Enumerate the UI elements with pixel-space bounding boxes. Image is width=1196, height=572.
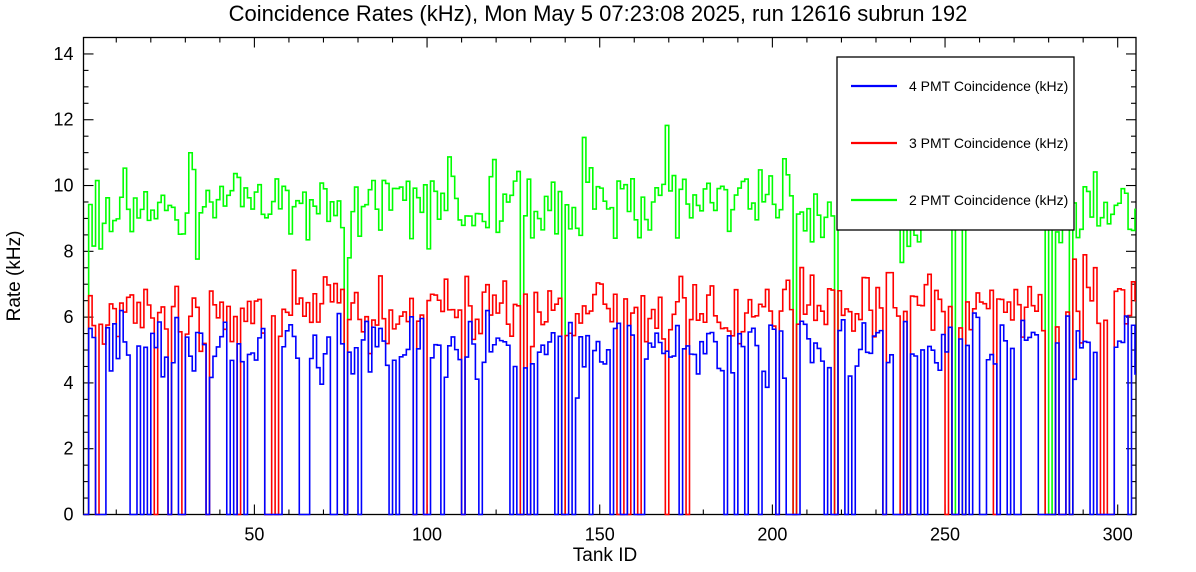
svg-text:300: 300 bbox=[1103, 525, 1133, 545]
svg-text:200: 200 bbox=[757, 525, 787, 545]
svg-text:4 PMT Coincidence (kHz): 4 PMT Coincidence (kHz) bbox=[909, 78, 1068, 94]
svg-text:Tank ID: Tank ID bbox=[573, 545, 637, 566]
svg-text:6: 6 bbox=[63, 307, 73, 327]
svg-text:100: 100 bbox=[412, 525, 442, 545]
svg-text:0: 0 bbox=[63, 505, 73, 525]
svg-text:150: 150 bbox=[585, 525, 615, 545]
svg-text:12: 12 bbox=[53, 110, 73, 130]
svg-text:2 PMT Coincidence (kHz): 2 PMT Coincidence (kHz) bbox=[909, 192, 1068, 208]
svg-text:10: 10 bbox=[53, 176, 73, 196]
svg-text:3 PMT Coincidence (kHz): 3 PMT Coincidence (kHz) bbox=[909, 135, 1068, 151]
svg-text:14: 14 bbox=[53, 44, 73, 64]
svg-text:Rate (kHz): Rate (kHz) bbox=[4, 231, 25, 322]
svg-text:Coincidence Rates (kHz), Mon M: Coincidence Rates (kHz), Mon May 5 07:23… bbox=[229, 1, 968, 26]
svg-text:2: 2 bbox=[63, 439, 73, 459]
svg-text:8: 8 bbox=[63, 241, 73, 261]
svg-text:50: 50 bbox=[244, 525, 264, 545]
svg-text:250: 250 bbox=[930, 525, 960, 545]
svg-text:4: 4 bbox=[63, 373, 73, 393]
